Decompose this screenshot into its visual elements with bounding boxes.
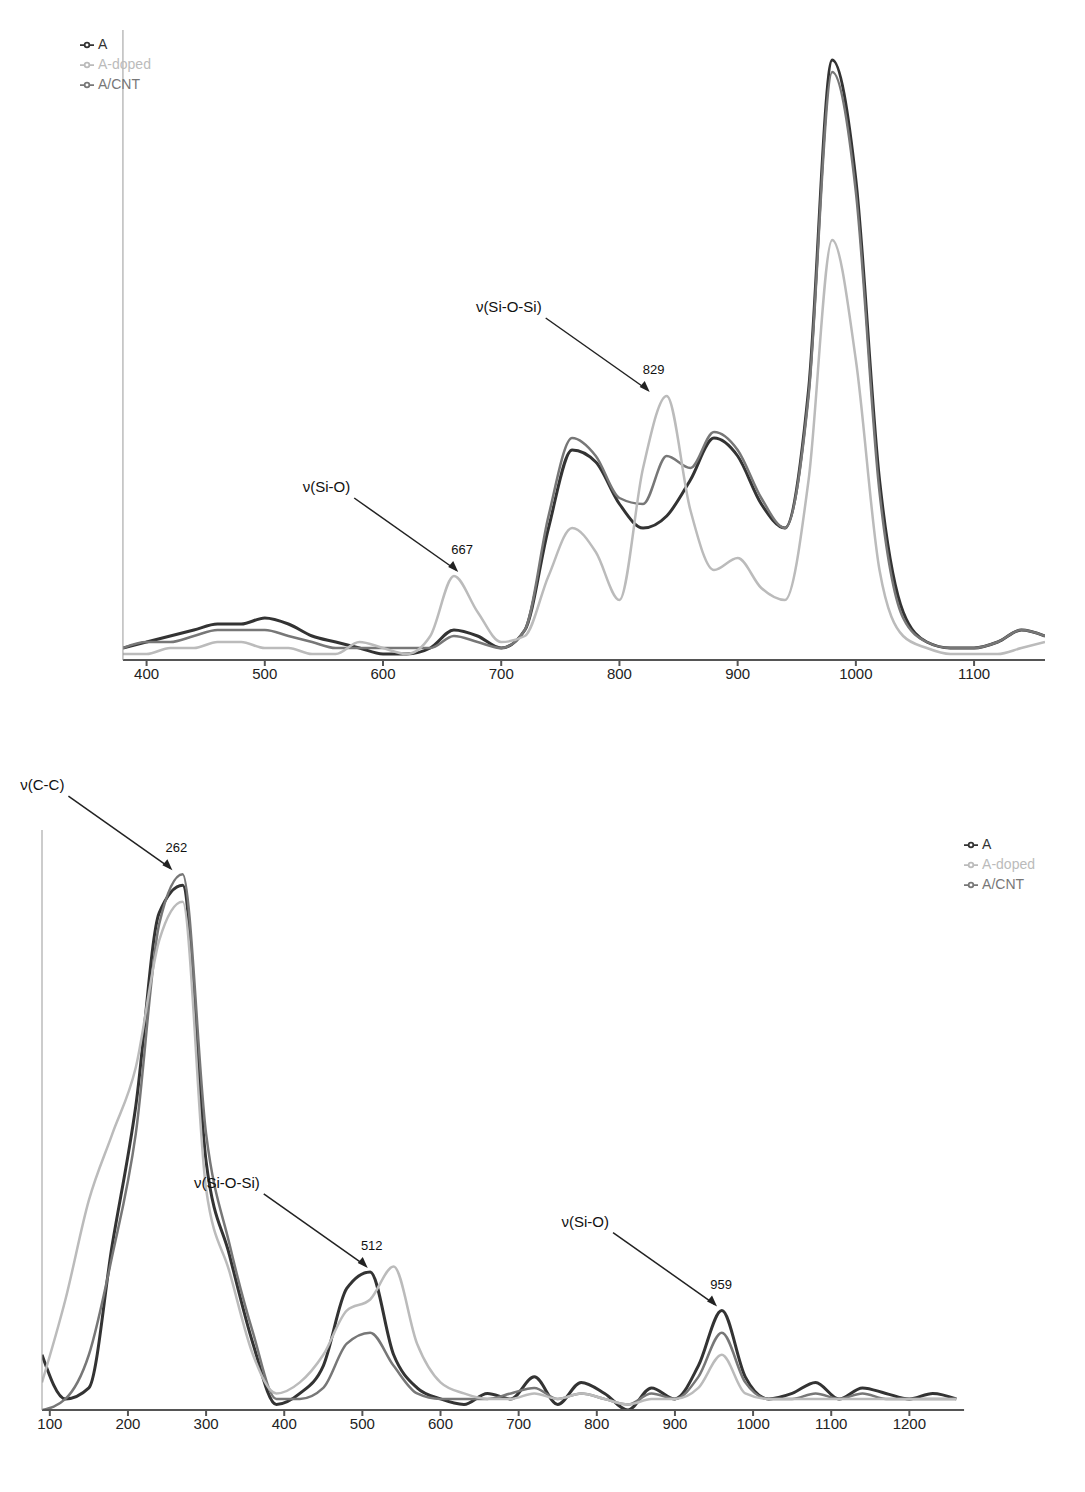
svg-text:600: 600: [428, 1415, 453, 1432]
svg-text:1000: 1000: [839, 665, 872, 682]
svg-text:ν(Si-O): ν(Si-O): [562, 1213, 610, 1230]
svg-text:ν(Si-O): ν(Si-O): [303, 478, 351, 495]
svg-text:1000: 1000: [736, 1415, 769, 1432]
svg-text:300: 300: [194, 1415, 219, 1432]
svg-text:800: 800: [607, 665, 632, 682]
html-text:A-doped: A-doped: [98, 56, 151, 72]
svg-text:ν(Si-O-Si): ν(Si-O-Si): [476, 298, 542, 315]
svg-text:200: 200: [115, 1415, 140, 1432]
html-text:A: A: [98, 36, 108, 52]
svg-text:959: 959: [710, 1277, 732, 1292]
svg-text:500: 500: [252, 665, 277, 682]
html-text:A: A: [982, 836, 992, 852]
svg-text:1100: 1100: [815, 1415, 847, 1432]
svg-text:500: 500: [350, 1415, 375, 1432]
svg-text:400: 400: [272, 1415, 297, 1432]
svg-text:512: 512: [361, 1238, 383, 1253]
svg-text:900: 900: [662, 1415, 687, 1432]
html-text:A-doped: A-doped: [982, 856, 1035, 872]
svg-text:900: 900: [725, 665, 750, 682]
html-text:A/CNT: A/CNT: [982, 876, 1025, 892]
svg-text:1200: 1200: [893, 1415, 926, 1432]
html-text:A/CNT: A/CNT: [98, 76, 140, 92]
svg-text:100: 100: [37, 1415, 62, 1432]
svg-text:600: 600: [370, 665, 395, 682]
svg-text:ν(C-C): ν(C-C): [20, 776, 64, 793]
svg-text:262: 262: [166, 840, 188, 855]
svg-text:ν(Si-O-Si): ν(Si-O-Si): [194, 1174, 260, 1191]
svg-text:400: 400: [134, 665, 159, 682]
svg-text:667: 667: [451, 542, 473, 557]
svg-text:800: 800: [584, 1415, 609, 1432]
svg-text:829: 829: [643, 362, 665, 377]
svg-text:1100: 1100: [958, 665, 990, 682]
svg-text:700: 700: [489, 665, 514, 682]
svg-text:700: 700: [506, 1415, 531, 1432]
